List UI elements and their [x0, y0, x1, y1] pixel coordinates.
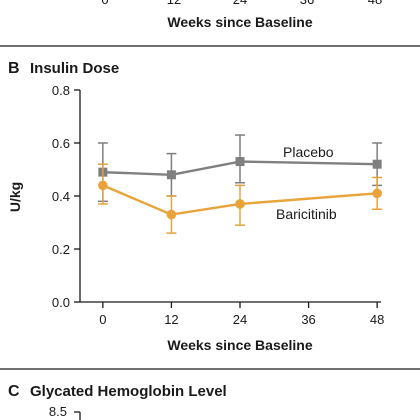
data-point: [235, 199, 245, 209]
top-panel-remnant: 0 12 24 36 48 Weeks since Baseline: [101, 0, 382, 30]
data-point: [166, 209, 177, 220]
top-x-tick-0: 0: [101, 0, 108, 7]
top-x-tick-24: 24: [233, 0, 247, 7]
y-tick-label: 0.4: [52, 189, 70, 204]
y-tick-label: 0.2: [52, 242, 70, 257]
series-line: [102, 184, 378, 216]
x-tick-label: 48: [370, 312, 384, 327]
panel-c-title: Glycated Hemoglobin Level: [30, 383, 227, 400]
data-point: [98, 180, 108, 191]
panel-letter-b: B: [8, 60, 20, 77]
top-x-tick-12: 12: [167, 0, 181, 7]
series-layer: [97, 134, 383, 234]
series-label-placebo: Placebo: [283, 144, 334, 160]
x-axis-label: Weeks since Baseline: [167, 337, 312, 353]
y-tick-label: 0.0: [52, 295, 70, 310]
x-tick-label: 0: [99, 312, 106, 327]
panel-c-y-top-tick: 8.5: [49, 404, 67, 419]
x-ticks: 0 12 24 36 48: [99, 302, 384, 327]
series-line: [102, 160, 378, 177]
data-point: [235, 157, 245, 167]
top-x-tick-36: 36: [300, 0, 314, 7]
top-x-axis-label: Weeks since Baseline: [167, 14, 312, 30]
x-tick-label: 36: [301, 312, 315, 327]
y-ticks: 0.0 0.2 0.4 0.6 0.8: [52, 83, 80, 310]
x-tick-label: 24: [233, 312, 247, 327]
series-baricitinib: [97, 163, 383, 234]
data-point: [166, 170, 176, 180]
series-label-baricitinib: Baricitinib: [276, 206, 337, 222]
chart-title: Insulin Dose: [30, 60, 119, 77]
x-tick-label: 12: [164, 312, 178, 327]
data-point: [372, 159, 382, 169]
y-axis-label: U/kg: [7, 182, 23, 212]
y-tick-label: 0.6: [52, 136, 70, 151]
panel-letter-c: C: [8, 383, 20, 400]
data-point: [372, 188, 382, 199]
y-tick-label: 0.8: [52, 83, 70, 98]
top-x-tick-48: 48: [368, 0, 382, 7]
